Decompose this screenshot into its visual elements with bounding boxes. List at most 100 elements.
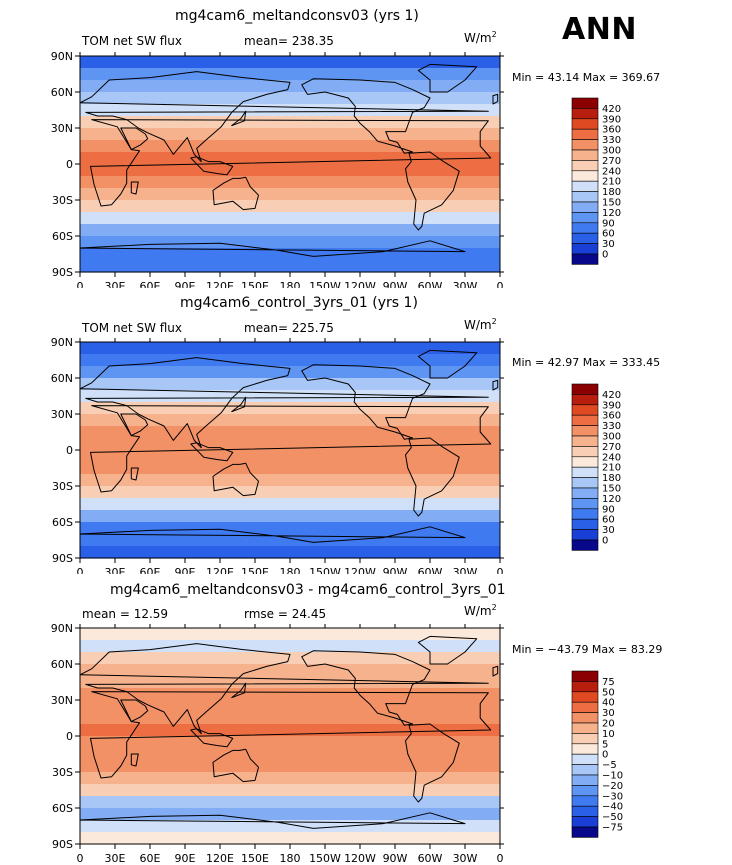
colorbar-swatch: [571, 149, 599, 161]
x-tick-label: 30W: [453, 566, 478, 574]
map-coastline: [417, 349, 478, 379]
y-tick-label: 30N: [51, 122, 73, 135]
panel-3-map: 0 30E 60E 90E 120E 150E 180 150W 120W 90W 60W 30W 09…: [51, 622, 504, 864]
map-zonal-band: [80, 378, 500, 391]
y-tick-label: 90S: [52, 838, 73, 851]
panel-3-rmse-label: rmse = 24.45: [244, 607, 327, 621]
map-coastline: [231, 682, 247, 699]
panel-2-units-base: W/m: [464, 318, 492, 332]
colorbar-swatch: [571, 456, 599, 468]
map-coastline: [301, 364, 431, 440]
colorbar-swatch: [571, 425, 599, 437]
colorbar-label: 390: [602, 114, 621, 125]
map-zonal-band: [80, 188, 500, 201]
map-coastline: [231, 396, 247, 413]
colorbar-swatch: [571, 539, 599, 551]
y-tick-label: 60N: [51, 372, 73, 385]
map-zonal-band: [80, 212, 500, 225]
map-zonal-band: [80, 164, 500, 177]
map-coastline: [190, 442, 234, 462]
colorbar-label: 20: [602, 719, 615, 730]
x-tick-label: 60E: [140, 280, 161, 288]
colorbar-label: 0: [602, 250, 608, 261]
colorbar-swatch: [571, 383, 599, 395]
x-tick-label: 0: [77, 566, 84, 574]
colorbar-swatch: [571, 253, 599, 265]
x-tick-label: 120W: [344, 852, 376, 864]
map-zonal-band: [80, 546, 500, 559]
map-zonal-band: [80, 712, 500, 725]
map-coastline: [212, 748, 259, 783]
panel-2-variable-label: TOM net SW flux: [82, 321, 183, 335]
colorbar-label: −10: [602, 771, 623, 782]
colorbar-swatch: [571, 701, 599, 713]
colorbar-label: 60: [602, 515, 615, 526]
map-zonal-band: [80, 748, 500, 761]
map-zonal-band: [80, 56, 500, 69]
y-tick-label: 90S: [52, 552, 73, 565]
x-tick-label: 60W: [418, 566, 443, 574]
map-zonal-band: [80, 236, 500, 249]
map-zonal-band: [80, 390, 500, 403]
x-tick-label: 60W: [418, 852, 443, 864]
map-zonal-band: [80, 92, 500, 105]
colorbar-swatch: [571, 764, 599, 776]
colorbar-swatch: [571, 670, 599, 682]
colorbar-swatch: [571, 733, 599, 745]
y-tick-label: 0: [66, 730, 73, 743]
map-zonal-band: [80, 354, 500, 367]
x-tick-label: 180: [280, 280, 301, 288]
x-tick-label: 60E: [140, 852, 161, 864]
panel-2-units-sup: 2: [491, 317, 497, 326]
map-zonal-band: [80, 796, 500, 809]
panel-1-minmax: Min = 43.14 Max = 369.67: [512, 71, 661, 84]
y-tick-label: 0: [66, 444, 73, 457]
colorbar-swatch: [571, 180, 599, 192]
colorbar-swatch: [571, 201, 599, 213]
panel-1-title: mg4cam6_meltandconsv03 (yrs 1): [175, 8, 419, 24]
y-tick-label: 60S: [52, 802, 73, 815]
colorbar-label: −5: [602, 760, 617, 771]
x-tick-label: 60E: [140, 566, 161, 574]
colorbar-label: 180: [602, 187, 621, 198]
map-coastline: [130, 181, 139, 195]
x-tick-label: 150W: [309, 566, 341, 574]
panel-3-units-sup: 2: [491, 603, 497, 612]
x-tick-label: 150E: [241, 852, 269, 864]
colorbar-swatch: [571, 435, 599, 447]
colorbar-label: 150: [602, 484, 621, 495]
map-zonal-band: [80, 450, 500, 463]
map-coastline: [405, 151, 460, 231]
x-tick-label: 150E: [241, 280, 269, 288]
colorbar-swatch: [571, 681, 599, 693]
panel-1-units-base: W/m: [464, 31, 492, 45]
map-coastline: [90, 119, 492, 207]
x-tick-label: 90W: [383, 852, 408, 864]
colorbar-label: 330: [602, 135, 621, 146]
colorbar-label: −40: [602, 802, 623, 813]
map-zonal-band: [80, 402, 500, 415]
colorbar-label: 5: [602, 739, 608, 750]
map-zonal-band: [80, 676, 500, 689]
map-coastline: [492, 379, 499, 391]
y-tick-label: 90S: [52, 266, 73, 279]
colorbar-swatch: [571, 722, 599, 734]
map-zonal-band: [80, 736, 500, 749]
colorbar-swatch: [571, 466, 599, 478]
y-tick-label: 30S: [52, 194, 73, 207]
colorbar-label: 90: [602, 218, 615, 229]
colorbar-label: 40: [602, 698, 615, 709]
map-zonal-band: [80, 200, 500, 213]
colorbar-label: 300: [602, 432, 621, 443]
map-zonal-band: [80, 772, 500, 785]
map-coastline: [79, 71, 489, 163]
map-coastline: [405, 723, 460, 803]
colorbar-swatch: [571, 477, 599, 489]
colorbar-label: −75: [602, 823, 623, 834]
colorbar-swatch: [571, 222, 599, 234]
panel-1-map: 0 30E 60E 90E 120E 150E 180 150W 120W 90W 60W 30W 09…: [51, 50, 504, 288]
colorbar-swatch: [571, 529, 599, 541]
x-tick-label: 150W: [309, 280, 341, 288]
